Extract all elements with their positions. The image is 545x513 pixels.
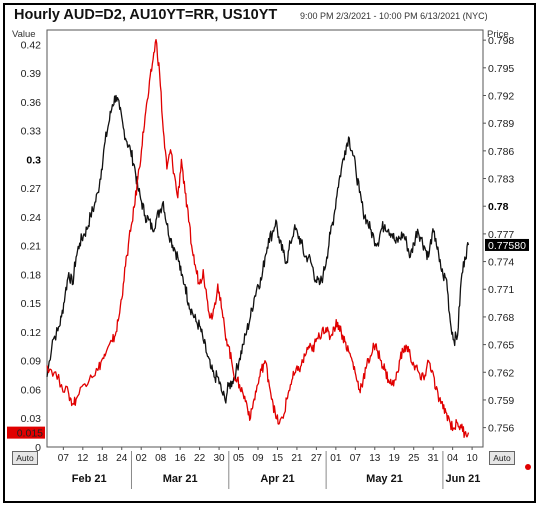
month-label: Mar 21 xyxy=(163,473,198,485)
left-axis: 0.42 0.39 0.36 0.33 0.3 0.27 0.24 0.21 0.18 0.15 0… xyxy=(21,39,42,454)
aud-price-line xyxy=(46,94,470,404)
left-tick-label: 0.3 xyxy=(26,154,41,166)
right-tick-label: 0.774 xyxy=(488,257,514,269)
left-tick-label: 0.12 xyxy=(21,327,42,339)
x-tick-label: 27 xyxy=(311,453,323,464)
x-tick-label: 08 xyxy=(155,453,167,464)
x-tick-label: 04 xyxy=(447,453,459,464)
left-tick-label: 0 xyxy=(35,442,41,454)
x-tick-label: 02 xyxy=(136,453,148,464)
plot-border xyxy=(46,29,484,448)
yield-spread-line xyxy=(46,38,470,438)
value-tags: 0.015 0.77580 xyxy=(7,238,529,440)
left-tick-label: 0.27 xyxy=(21,183,42,195)
right-tick-label: 0.756 xyxy=(488,423,514,435)
right-current-value: 0.77580 xyxy=(488,240,526,252)
month-label: Feb 21 xyxy=(72,473,107,485)
month-label: Apr 21 xyxy=(260,473,294,485)
x-tick-label: 15 xyxy=(272,453,284,464)
right-tick-label: 0.795 xyxy=(488,63,514,75)
x-tick-label: 10 xyxy=(467,453,479,464)
status-dot xyxy=(525,464,531,470)
x-tick-label: 01 xyxy=(330,453,342,464)
right-tick-label: 0.762 xyxy=(488,367,514,379)
right-current-value-tag xyxy=(485,238,529,251)
left-tick-label: 0.21 xyxy=(21,241,42,253)
chart-title: Hourly AUD=D2, AU10YT=RR, US10YT xyxy=(14,7,278,23)
x-tick-label: 16 xyxy=(175,453,187,464)
x-tick-label: 05 xyxy=(233,453,245,464)
x-tick-label: 22 xyxy=(194,453,206,464)
left-current-value-tag xyxy=(7,426,45,439)
right-tick-label: 0.768 xyxy=(488,312,514,324)
right-tick-label: 0.759 xyxy=(488,395,514,407)
x-tick-label: 21 xyxy=(291,453,303,464)
x-axis: 07 12 18 24 02 08 16 22 30 05 09 15 21 27 01 07 13 19 25 31… xyxy=(58,447,481,489)
right-tick-label: 0.777 xyxy=(488,229,514,241)
left-axis-title: Value xyxy=(12,29,36,40)
left-tick-label: 0.18 xyxy=(21,269,42,281)
right-tick-label: 0.78 xyxy=(488,201,509,213)
x-tick-label: 24 xyxy=(116,453,128,464)
left-tick-label: 0.03 xyxy=(21,413,42,425)
left-tick-label: 0.15 xyxy=(21,298,42,310)
right-tick-label: 0.792 xyxy=(488,91,514,103)
chart-subtitle: 9:00 PM 2/3/2021 - 10:00 PM 6/13/2021 (N… xyxy=(300,11,488,21)
right-tick-label: 0.765 xyxy=(488,340,514,352)
right-axis: 0.798 0.795 0.792 0.789 0.786 0.783 0.78 0.777 0… xyxy=(483,35,514,435)
x-tick-label: 07 xyxy=(350,453,362,464)
left-tick-label: 0.09 xyxy=(21,356,42,368)
left-tick-label: 0.33 xyxy=(21,126,42,138)
x-tick-label: 18 xyxy=(97,453,109,464)
x-tick-label: 25 xyxy=(408,453,420,464)
right-tick-label: 0.771 xyxy=(488,284,514,296)
x-tick-label: 30 xyxy=(214,453,226,464)
month-label: Jun 21 xyxy=(446,473,481,485)
x-tick-label: 13 xyxy=(369,453,381,464)
right-tick-label: 0.798 xyxy=(488,35,514,47)
left-current-value: 0.015 xyxy=(17,428,43,440)
right-tick-label: 0.786 xyxy=(488,146,514,158)
x-tick-label: 12 xyxy=(77,453,89,464)
right-tick-label: 0.789 xyxy=(488,118,514,130)
right-axis-title: Price xyxy=(487,29,509,40)
x-tick-label: 07 xyxy=(58,453,70,464)
left-tick-label: 0.24 xyxy=(21,212,42,224)
left-tick-label: 0.42 xyxy=(21,39,42,51)
right-auto-scale-button[interactable]: Auto xyxy=(489,451,515,465)
plot-area xyxy=(46,29,484,448)
x-tick-label: 31 xyxy=(428,453,440,464)
left-tick-label: 0.39 xyxy=(21,68,42,80)
month-label: May 21 xyxy=(366,473,403,485)
left-tick-label: 0.36 xyxy=(21,97,42,109)
x-tick-label: 09 xyxy=(252,453,264,464)
series-layer xyxy=(46,38,470,438)
x-tick-label: 19 xyxy=(389,453,401,464)
right-tick-label: 0.783 xyxy=(488,174,514,186)
left-tick-label: 0.06 xyxy=(21,384,42,396)
left-auto-scale-button[interactable]: Auto xyxy=(12,451,38,465)
